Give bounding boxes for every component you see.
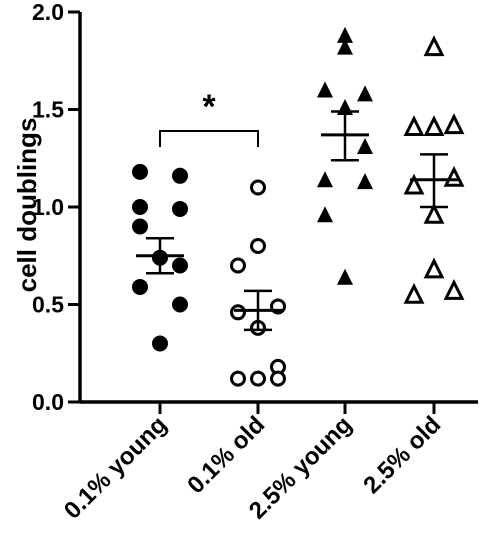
data-point [230, 370, 246, 387]
data-point [317, 206, 333, 223]
data-point [357, 85, 373, 102]
significance-label: * [202, 88, 216, 126]
data-point [250, 238, 266, 254]
data-point [357, 173, 373, 190]
y-tick-label: 1.0 [32, 194, 64, 220]
data-point [337, 38, 353, 55]
data-point [172, 257, 188, 274]
y-tick-label: 0.5 [32, 292, 64, 318]
data-point [403, 115, 425, 137]
data-point [172, 167, 188, 184]
data-point [443, 165, 465, 187]
data-point [443, 278, 465, 300]
data-point [423, 35, 445, 57]
data-point [172, 296, 188, 313]
x-category-label: 0.1% young [59, 411, 172, 524]
data-point [423, 257, 445, 279]
data-point [250, 370, 266, 387]
x-category-label: 2.5% old [358, 411, 446, 499]
data-point [132, 218, 148, 235]
data-point [230, 257, 246, 274]
data-point [152, 335, 168, 352]
y-ticks: 0.0 0.5 1.0 1.5 2.0 [32, 0, 80, 415]
data-point [230, 304, 246, 321]
data-point [172, 200, 188, 217]
data-points [132, 26, 465, 387]
y-axis-label: cell doublings [12, 118, 42, 293]
data-point [132, 199, 148, 215]
data-point [403, 173, 425, 195]
data-point [337, 268, 353, 285]
data-point [443, 113, 465, 135]
x-category-label: 0.1% old [182, 411, 270, 499]
mean-sem-bars [136, 110, 458, 332]
data-point [357, 138, 373, 155]
y-tick-label: 1.5 [32, 97, 64, 123]
data-point [132, 163, 148, 180]
data-point [250, 179, 266, 196]
data-point [337, 26, 353, 43]
data-point [423, 115, 445, 137]
y-tick-label: 0.0 [32, 389, 64, 415]
y-tick-label: 2.0 [32, 0, 64, 25]
data-point [270, 370, 286, 387]
significance-annotations: * [159, 88, 259, 147]
data-point [423, 202, 445, 224]
significance-bracket [159, 130, 259, 147]
data-point [132, 278, 148, 295]
data-point [403, 282, 425, 304]
data-point [317, 81, 333, 98]
data-point [317, 171, 333, 188]
